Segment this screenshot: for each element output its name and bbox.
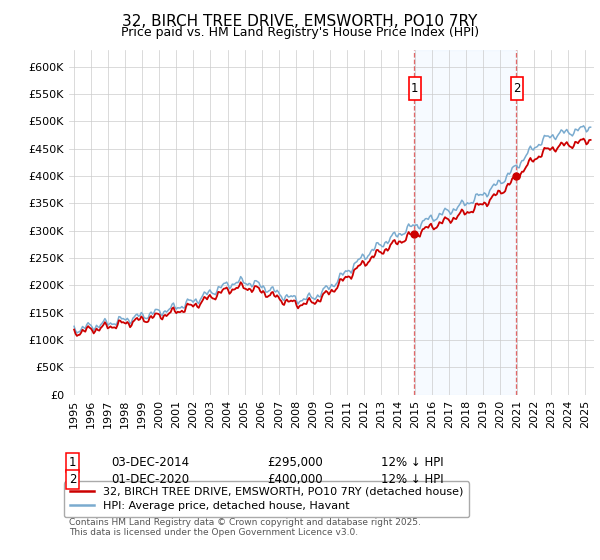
Text: 03-DEC-2014: 03-DEC-2014 [111, 456, 189, 469]
Text: 2: 2 [514, 82, 521, 95]
Legend: 32, BIRCH TREE DRIVE, EMSWORTH, PO10 7RY (detached house), HPI: Average price, d: 32, BIRCH TREE DRIVE, EMSWORTH, PO10 7RY… [64, 481, 469, 517]
Text: 1: 1 [69, 456, 77, 469]
Bar [413, 50, 516, 395]
Text: Contains HM Land Registry data © Crown copyright and database right 2025.
This d: Contains HM Land Registry data © Crown c… [69, 518, 421, 538]
FancyBboxPatch shape [511, 77, 523, 100]
Text: 1: 1 [411, 82, 419, 95]
Text: £295,000: £295,000 [267, 456, 323, 469]
Text: 01-DEC-2020: 01-DEC-2020 [111, 473, 189, 486]
Text: 32, BIRCH TREE DRIVE, EMSWORTH, PO10 7RY: 32, BIRCH TREE DRIVE, EMSWORTH, PO10 7RY [122, 14, 478, 29]
Text: £400,000: £400,000 [267, 473, 323, 486]
Text: 12% ↓ HPI: 12% ↓ HPI [381, 473, 443, 486]
Text: 2: 2 [69, 473, 77, 486]
FancyBboxPatch shape [409, 77, 421, 100]
Text: Price paid vs. HM Land Registry's House Price Index (HPI): Price paid vs. HM Land Registry's House … [121, 26, 479, 39]
Text: 12% ↓ HPI: 12% ↓ HPI [381, 456, 443, 469]
